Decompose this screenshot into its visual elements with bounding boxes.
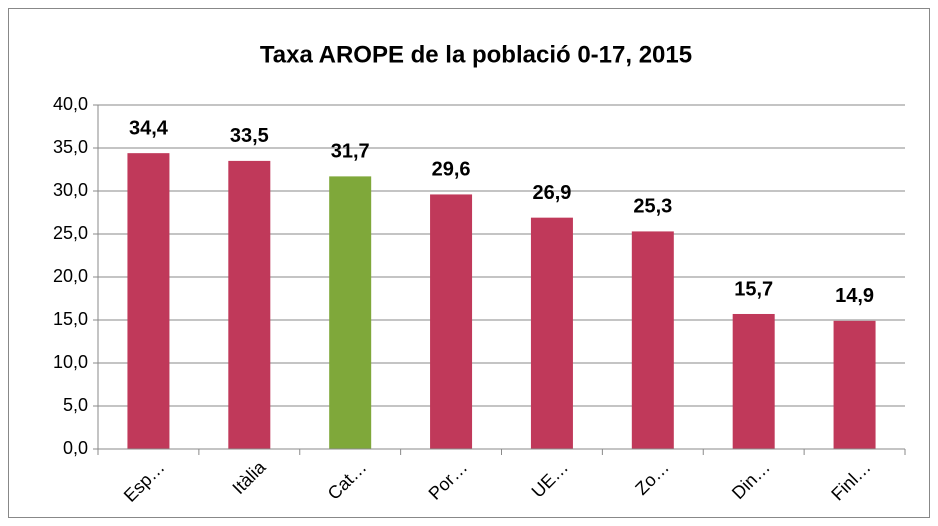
value-label: 26,9 [532,182,571,204]
y-tick-label: 10,0 [53,352,88,372]
value-label: 15,7 [734,278,773,300]
y-tick-label: 0,0 [63,438,88,458]
bar [833,320,876,449]
bar [430,194,473,449]
y-tick-label: 5,0 [63,395,88,415]
chart-title: Taxa AROPE de la població 0-17, 2015 [260,41,692,68]
value-label: 31,7 [331,141,370,163]
value-label: 14,9 [835,285,874,307]
y-tick-label: 35,0 [53,137,88,157]
bar [228,160,271,449]
bar [530,217,573,449]
bar [631,231,674,449]
value-label: 33,5 [230,125,269,147]
y-tick-label: 30,0 [53,180,88,200]
bar [732,313,775,449]
value-label: 34,4 [129,117,169,139]
value-label: 29,6 [432,159,471,181]
bar [127,153,170,449]
y-tick-label: 15,0 [53,309,88,329]
value-label: 25,3 [633,196,672,218]
y-tick-label: 40,0 [53,94,88,114]
y-tick-label: 25,0 [53,223,88,243]
y-tick-label: 20,0 [53,266,88,286]
bar [329,176,372,449]
